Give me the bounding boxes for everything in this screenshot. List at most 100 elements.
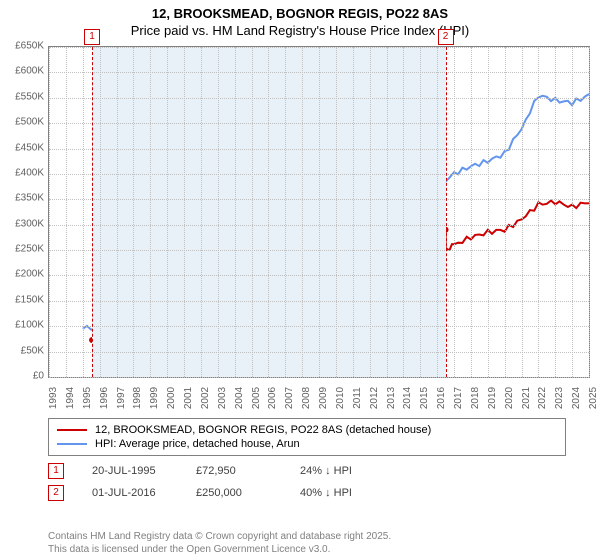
x-tick-label: 2024 (571, 387, 582, 409)
y-axis: £0£50K£100K£150K£200K£250K£300K£350K£400… (6, 46, 46, 378)
x-tick-label: 2019 (487, 387, 498, 409)
gridline-v (387, 47, 388, 377)
x-tick-label: 2007 (284, 387, 295, 409)
x-tick-label: 2010 (335, 387, 346, 409)
chart-title-line1: 12, BROOKSMEAD, BOGNOR REGIS, PO22 8AS (0, 0, 600, 23)
x-tick-label: 2002 (200, 387, 211, 409)
transaction-price: £72,950 (196, 465, 276, 477)
chart-area: £0£50K£100K£150K£200K£250K£300K£350K£400… (6, 46, 594, 416)
footer-line1: Contains HM Land Registry data © Crown c… (48, 531, 391, 542)
gridline-v (285, 47, 286, 377)
x-axis: 1993199419951996199719981999200020012002… (48, 380, 590, 416)
x-tick-label: 1994 (65, 387, 76, 409)
x-tick-label: 1998 (132, 387, 143, 409)
gridline-v (555, 47, 556, 377)
x-tick-label: 2022 (537, 387, 548, 409)
x-tick-label: 2004 (234, 387, 245, 409)
legend-row: HPI: Average price, detached house, Arun (57, 437, 557, 451)
x-tick-label: 1996 (99, 387, 110, 409)
gridline-v (403, 47, 404, 377)
x-tick-label: 2011 (352, 387, 363, 409)
y-tick-label: £500K (15, 117, 44, 128)
gridline-v (117, 47, 118, 377)
gridline-v (589, 47, 590, 377)
x-tick-label: 2013 (386, 387, 397, 409)
gridline-v (353, 47, 354, 377)
gridline-v (268, 47, 269, 377)
transaction-marker: 2 (48, 485, 64, 501)
plot-area: 12 (48, 46, 590, 378)
marker-line (92, 47, 93, 377)
gridline-v (100, 47, 101, 377)
marker-line (446, 47, 447, 377)
x-tick-label: 2017 (453, 387, 464, 409)
gridline-v (488, 47, 489, 377)
gridline-v (133, 47, 134, 377)
gridline-v (167, 47, 168, 377)
legend-swatch (57, 429, 87, 431)
y-tick-label: £650K (15, 41, 44, 52)
gridline-v (572, 47, 573, 377)
transaction-price: £250,000 (196, 487, 276, 499)
x-tick-label: 2003 (217, 387, 228, 409)
gridline-h (49, 377, 589, 378)
marker-box: 1 (84, 29, 100, 45)
y-tick-label: £300K (15, 218, 44, 229)
x-tick-label: 2023 (554, 387, 565, 409)
gridline-v (83, 47, 84, 377)
legend: 12, BROOKSMEAD, BOGNOR REGIS, PO22 8AS (… (48, 418, 566, 456)
transaction-delta: 24% ↓ HPI (300, 465, 380, 477)
x-tick-label: 1997 (116, 387, 127, 409)
x-tick-label: 2020 (504, 387, 515, 409)
gridline-v (336, 47, 337, 377)
gridline-v (66, 47, 67, 377)
transaction-marker: 1 (48, 463, 64, 479)
legend-swatch (57, 443, 87, 445)
gridline-v (420, 47, 421, 377)
x-tick-label: 2008 (301, 387, 312, 409)
x-tick-label: 2025 (588, 387, 599, 409)
transaction-row: 201-JUL-2016£250,00040% ↓ HPI (48, 482, 380, 504)
transaction-row: 1 20-JUL-1995 £72,950 24% ↓ HPI (48, 460, 380, 482)
gridline-v (454, 47, 455, 377)
y-tick-label: £150K (15, 294, 44, 305)
x-tick-label: 1999 (149, 387, 160, 409)
x-tick-label: 2018 (470, 387, 481, 409)
y-tick-label: £600K (15, 66, 44, 77)
x-tick-label: 2006 (267, 387, 278, 409)
footer-line2: This data is licensed under the Open Gov… (48, 544, 330, 555)
gridline-v (505, 47, 506, 377)
y-tick-label: £0 (33, 371, 44, 382)
gridline-v (437, 47, 438, 377)
y-tick-label: £100K (15, 320, 44, 331)
transaction-date: 20-JUL-1995 (92, 465, 172, 477)
legend-row: 12, BROOKSMEAD, BOGNOR REGIS, PO22 8AS (… (57, 423, 557, 437)
gridline-v (184, 47, 185, 377)
y-tick-label: £250K (15, 244, 44, 255)
y-tick-label: £400K (15, 167, 44, 178)
gridline-v (538, 47, 539, 377)
x-tick-label: 2001 (183, 387, 194, 409)
attribution-footer: Contains HM Land Registry data © Crown c… (48, 530, 594, 556)
y-tick-label: £50K (21, 345, 44, 356)
y-tick-label: £350K (15, 193, 44, 204)
gridline-v (522, 47, 523, 377)
chart-container: 12, BROOKSMEAD, BOGNOR REGIS, PO22 8AS P… (0, 0, 600, 560)
x-tick-label: 2021 (521, 387, 532, 409)
gridline-v (370, 47, 371, 377)
gridline-v (252, 47, 253, 377)
y-tick-label: £450K (15, 142, 44, 153)
x-tick-label: 2014 (402, 387, 413, 409)
gridline-v (150, 47, 151, 377)
gridline-v (201, 47, 202, 377)
legend-label: 12, BROOKSMEAD, BOGNOR REGIS, PO22 8AS (… (95, 424, 431, 436)
x-tick-label: 2012 (369, 387, 380, 409)
x-tick-label: 2016 (436, 387, 447, 409)
gridline-v (319, 47, 320, 377)
legend-label: HPI: Average price, detached house, Arun (95, 438, 300, 450)
x-tick-label: 2005 (251, 387, 262, 409)
y-tick-label: £550K (15, 91, 44, 102)
transactions-table: 120-JUL-1995£72,95024% ↓ HPI201-JUL-2016… (48, 460, 380, 504)
transaction-delta: 40% ↓ HPI (300, 487, 380, 499)
gridline-v (218, 47, 219, 377)
